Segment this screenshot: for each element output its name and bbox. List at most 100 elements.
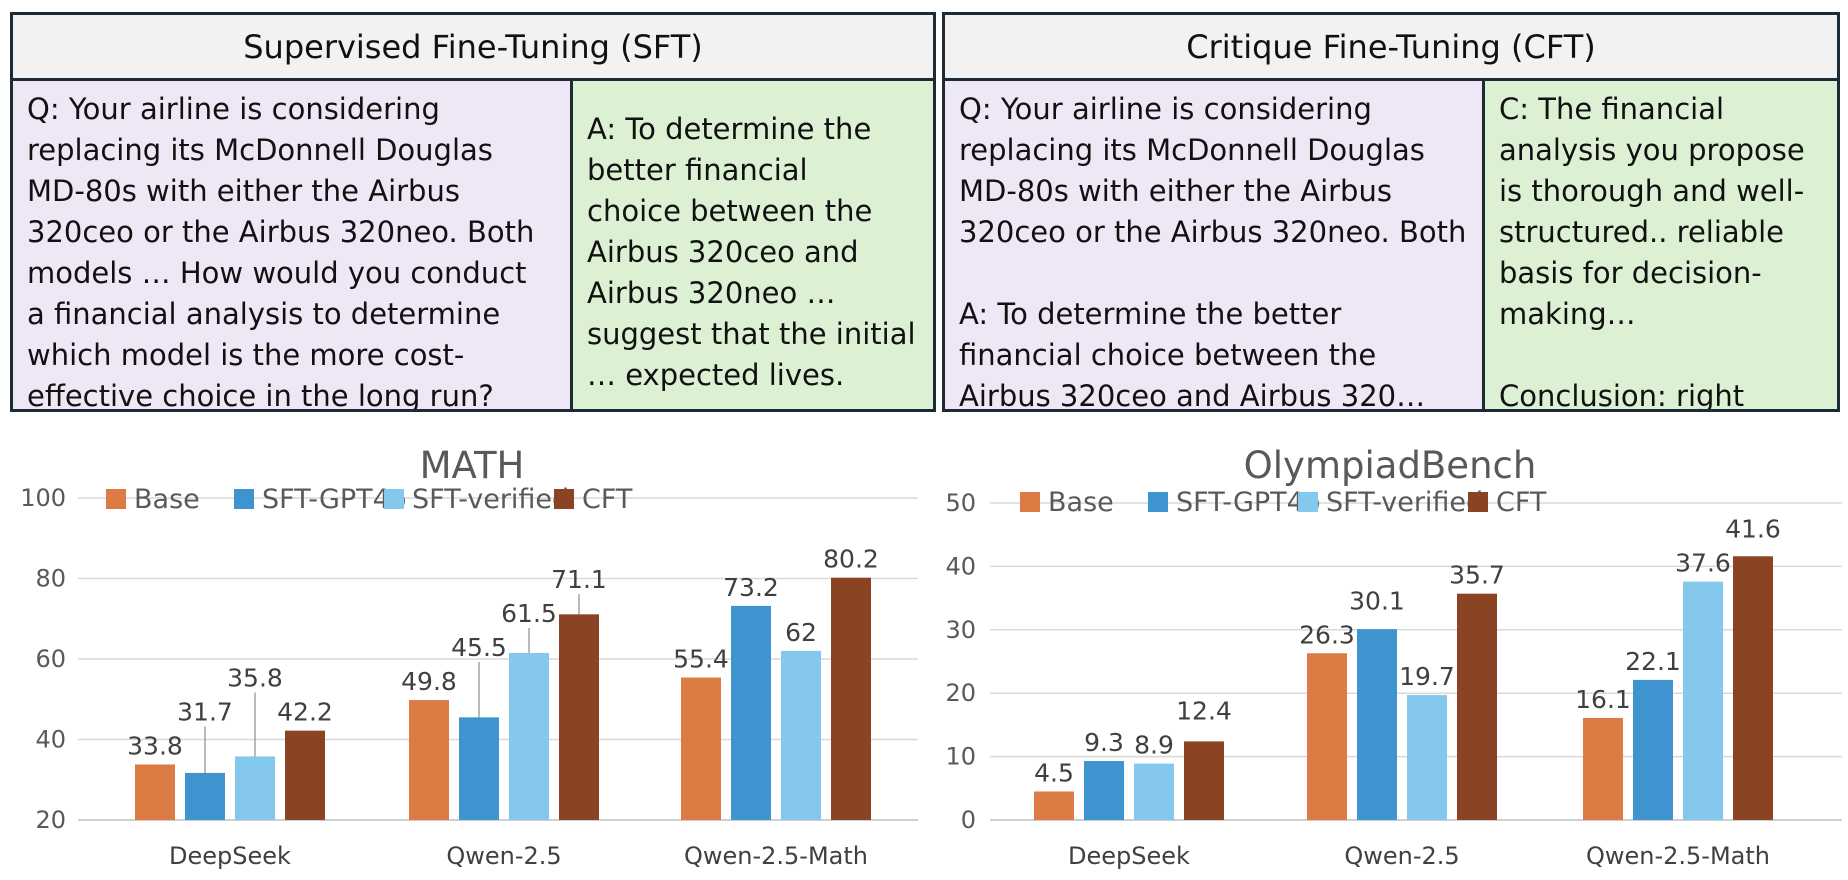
data-label-qwen-2-5-math-sft-verified: 62	[785, 618, 817, 647]
data-label-qwen-2-5-sft-verified: 19.7	[1399, 662, 1455, 691]
bar-deepseek-cft	[285, 730, 325, 820]
legend-swatch-sft-gpt4o	[234, 489, 254, 509]
sft-answer-line: choice between the	[587, 194, 873, 228]
x-category-label: Qwen-2.5	[1344, 842, 1459, 870]
bar-qwen-2-5-sft-verified	[1407, 695, 1447, 820]
bar-qwen-2-5-cft	[559, 614, 599, 820]
sft-answer-line: better financial	[587, 153, 808, 187]
sft-answer-line: Airbus 320ceo and	[587, 235, 859, 269]
bar-deepseek-cft	[1184, 741, 1224, 820]
y-tick-label: 80	[35, 565, 66, 593]
data-label-qwen-2-5-sft-verified: 61.5	[501, 599, 557, 628]
cft-answer-line: Airbus 320ceo and Airbus 320…	[959, 379, 1426, 409]
sft-panel-title: Supervised Fine-Tuning (SFT)	[13, 15, 933, 81]
legend-swatch-base	[1020, 492, 1040, 512]
data-label-qwen-2-5-math-cft: 41.6	[1725, 515, 1781, 544]
cft-critique-line: C: The financial	[1499, 92, 1725, 126]
y-tick-label: 0	[961, 806, 976, 834]
cft-critique-box: C: The financial analysis you propose is…	[1485, 81, 1837, 409]
bar-qwen-2-5-math-base	[681, 677, 721, 820]
data-label-qwen-2-5-sft-gpt4o: 45.5	[451, 633, 507, 662]
x-category-label: Qwen-2.5	[446, 842, 561, 870]
x-category-label: DeepSeek	[1068, 842, 1190, 870]
data-label-qwen-2-5-math-sft-gpt4o: 73.2	[723, 573, 779, 602]
y-tick-label: 50	[945, 489, 976, 517]
data-label-qwen-2-5-math-sft-gpt4o: 22.1	[1625, 647, 1681, 676]
legend-swatch-cft	[554, 489, 574, 509]
x-category-label: Qwen-2.5-Math	[684, 842, 868, 870]
data-label-qwen-2-5-base: 26.3	[1299, 620, 1355, 649]
cft-critique-line: analysis you propose	[1499, 133, 1805, 167]
sft-question-line: which model is the more cost-	[27, 338, 465, 372]
chart-title: MATH	[420, 444, 525, 487]
olympiadbench-chart: OlympiadBench 0 10 20 30 40 50 DeepSeek Qwen-2.5…	[945, 444, 1842, 870]
y-tick-label: 20	[35, 806, 66, 834]
bar-deepseek-sft-verified	[1134, 763, 1174, 820]
bar-qwen-2-5-math-cft	[831, 577, 871, 820]
y-tick-label: 60	[35, 645, 66, 673]
bar-qwen-2-5-math-base	[1583, 717, 1623, 820]
cft-question-line: Q: Your airline is considering	[959, 92, 1372, 126]
cft-critique-line: structured.. reliable	[1499, 215, 1784, 249]
data-label-qwen-2-5-sft-gpt4o: 30.1	[1349, 586, 1405, 615]
legend-swatch-sft-verified	[384, 489, 404, 509]
sft-question-line: MD-80s with either the Airbus	[27, 174, 460, 208]
sft-answer-line: Airbus 320neo …	[587, 276, 836, 310]
y-tick-label: 20	[945, 679, 976, 707]
legend-label-sft-verified: SFT-verified	[412, 484, 569, 515]
legend-label-sft-gpt4o: SFT-GPT4o	[262, 484, 406, 515]
data-label-deepseek-sft-verified: 8.9	[1134, 731, 1174, 760]
y-tick-label: 40	[945, 552, 976, 580]
sft-question-line: replacing its McDonnell Douglas	[27, 133, 493, 167]
data-label-deepseek-sft-gpt4o: 9.3	[1084, 728, 1124, 757]
y-tick-label: 100	[20, 484, 66, 512]
cft-conclusion: Conclusion: right	[1499, 379, 1745, 409]
data-label-qwen-2-5-math-cft: 80.2	[823, 545, 879, 574]
bar-qwen-2-5-base	[1307, 653, 1347, 820]
math-chart: MATH 20 40 60 80 100 DeepSeek Qwen-2.5 Qwen-2.5-…	[20, 444, 918, 870]
bar-deepseek-sft-gpt4o	[185, 772, 225, 820]
data-label-deepseek-base: 4.5	[1034, 758, 1074, 787]
bar-qwen-2-5-cft	[1457, 593, 1497, 820]
bar-qwen-2-5-sft-gpt4o	[459, 717, 499, 820]
data-label-deepseek-cft: 12.4	[1176, 697, 1232, 726]
cft-question-answer-box: Q: Your airline is considering replacing…	[945, 81, 1485, 409]
data-label-deepseek-sft-verified: 35.8	[227, 663, 283, 692]
y-tick-label: 30	[945, 616, 976, 644]
legend-label-sft-gpt4o: SFT-GPT4o	[1176, 487, 1320, 518]
bar-qwen-2-5-math-sft-gpt4o	[1633, 679, 1673, 820]
data-label-deepseek-sft-gpt4o: 31.7	[177, 697, 233, 726]
bar-deepseek-base	[1034, 791, 1074, 820]
cft-question-line: 320ceo or the Airbus 320neo. Both	[959, 215, 1467, 249]
cft-critique-line: making…	[1499, 297, 1636, 331]
data-label-qwen-2-5-math-base: 16.1	[1575, 685, 1631, 714]
sft-answer-line: A: To determine the	[587, 112, 872, 146]
sft-answer-line: … expected lives.	[587, 358, 845, 392]
chart-title: OlympiadBench	[1244, 444, 1537, 487]
bar-qwen-2-5-math-cft	[1733, 556, 1773, 820]
data-label-qwen-2-5-math-base: 55.4	[673, 645, 729, 674]
bar-qwen-2-5-math-sft-gpt4o	[731, 605, 771, 820]
cft-question-line: replacing its McDonnell Douglas	[959, 133, 1425, 167]
y-tick-label: 40	[35, 726, 66, 754]
cft-panel: Critique Fine-Tuning (CFT) Q: Your airli…	[942, 12, 1840, 412]
data-label-deepseek-cft: 42.2	[277, 698, 333, 727]
sft-answer-line: suggest that the initial	[587, 317, 916, 351]
data-label-qwen-2-5-base: 49.8	[401, 667, 457, 696]
sft-question-line: Q: Your airline is considering	[27, 92, 440, 126]
bar-deepseek-sft-verified	[235, 756, 275, 820]
bar-qwen-2-5-math-sft-verified	[781, 650, 821, 820]
data-label-qwen-2-5-math-sft-verified: 37.6	[1675, 549, 1731, 578]
bar-qwen-2-5-sft-verified	[509, 652, 549, 820]
legend-label-base: Base	[134, 484, 200, 515]
data-label-qwen-2-5-cft: 35.7	[1449, 561, 1505, 590]
cft-question-line: MD-80s with either the Airbus	[959, 174, 1392, 208]
x-category-label: Qwen-2.5-Math	[1586, 842, 1770, 870]
legend-swatch-sft-verified	[1298, 492, 1318, 512]
sft-answer-box: A: To determine the better financial cho…	[573, 81, 933, 409]
bar-qwen-2-5-base	[409, 700, 449, 820]
cft-panel-title: Critique Fine-Tuning (CFT)	[945, 15, 1837, 81]
legend-swatch-base	[106, 489, 126, 509]
sft-question-line: a financial analysis to determine	[27, 297, 501, 331]
bar-qwen-2-5-sft-gpt4o	[1357, 629, 1397, 820]
